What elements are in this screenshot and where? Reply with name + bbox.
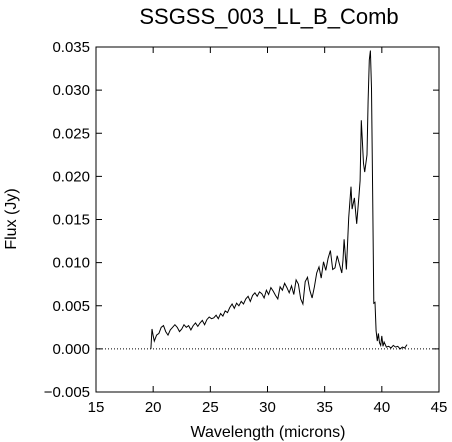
y-tick-label: −0.005 (44, 384, 90, 401)
plot-area: 15 20 25 30 35 40 45 −0.005 0.000 0.005 0.010 0.015… (44, 39, 448, 416)
plot-frame (95, 46, 440, 393)
x-tick-label: 15 (88, 399, 105, 416)
x-tick-label: 40 (373, 399, 390, 416)
y-tick-label: 0.025 (52, 125, 90, 142)
y-tick-label: 0.030 (52, 82, 90, 99)
x-tick-label: 20 (145, 399, 162, 416)
x-axis-label: Wavelength (microns) (190, 424, 345, 441)
x-tick-label: 25 (202, 399, 219, 416)
y-axis-label: Flux (Jy) (3, 188, 20, 249)
x-tick-label: 45 (431, 399, 448, 416)
y-tick-label: 0.010 (52, 255, 90, 272)
y-tick-label: 0.015 (52, 212, 90, 229)
y-tick-label: 0.035 (52, 39, 90, 56)
y-tick-label: 0.000 (52, 341, 90, 358)
x-tick-label: 35 (316, 399, 333, 416)
y-tick-label: 0.020 (52, 168, 90, 185)
y-tick-label: 0.005 (52, 298, 90, 315)
x-tick-label: 30 (259, 399, 276, 416)
flux-series-line (150, 50, 408, 350)
chart-title: SSGSS_003_LL_B_Comb (139, 4, 398, 29)
